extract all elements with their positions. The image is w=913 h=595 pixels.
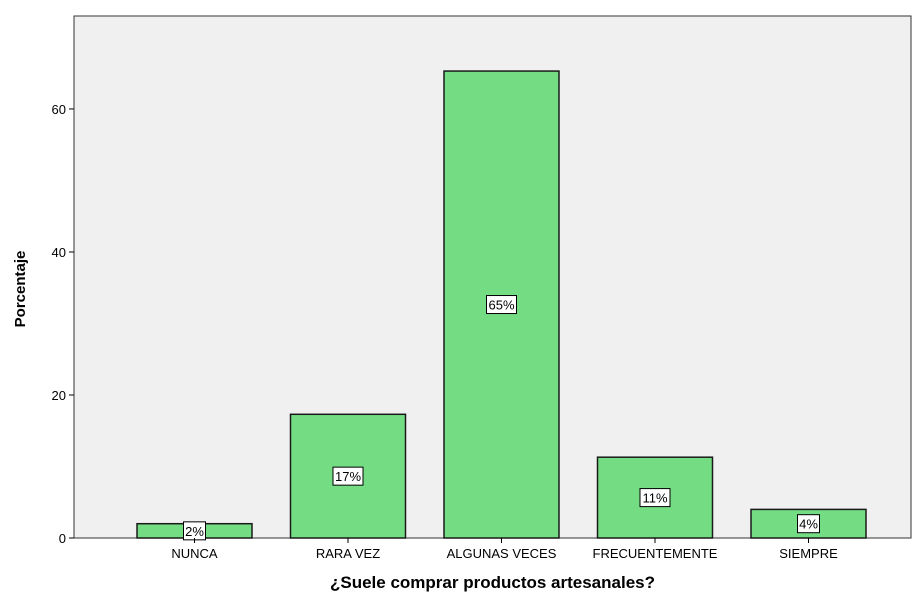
- x-axis-title: ¿Suele comprar productos artesanales?: [330, 573, 655, 592]
- data-label-box: [797, 514, 820, 534]
- x-axis: NUNCA RARA VEZ ALGUNAS VECES FRECUENTEMENTE…: [171, 538, 838, 561]
- data-label: 11%: [642, 491, 667, 506]
- data-label: 2%: [185, 524, 204, 539]
- bars-group: 2% 17% 65% 11% 4%: [136, 70, 867, 541]
- x-tick-label: FRECUENTEMENTE: [593, 546, 718, 561]
- y-axis-title: Porcentaje: [12, 251, 29, 328]
- y-tick-label: 20: [52, 388, 66, 403]
- y-tick-label: 60: [52, 102, 66, 117]
- y-axis: 0 20 40 60: [52, 102, 74, 546]
- y-tick-label: 0: [59, 531, 66, 546]
- x-tick-label: NUNCA: [171, 546, 218, 561]
- data-label: 4%: [799, 517, 818, 532]
- x-tick-label: ALGUNAS VECES: [447, 546, 557, 561]
- x-tick-label: RARA VEZ: [316, 546, 380, 561]
- data-label: 17%: [335, 469, 361, 484]
- data-label: 65%: [488, 298, 514, 313]
- data-label-box: [486, 295, 517, 315]
- x-tick-label: SIEMPRE: [779, 546, 838, 561]
- data-label-box: [332, 466, 364, 486]
- data-label-box: [639, 488, 671, 508]
- y-tick-label: 40: [52, 245, 66, 260]
